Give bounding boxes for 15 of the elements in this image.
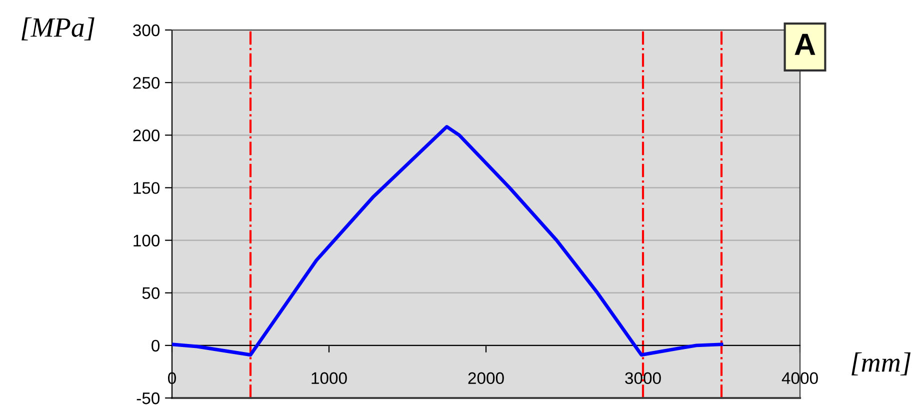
y-tick-label: 50 [142, 287, 160, 300]
line-series [172, 124, 724, 357]
x-tick-label: 1000 [312, 372, 347, 384]
y-tick-label: 250 [133, 76, 160, 89]
y-tick-label: 150 [134, 182, 160, 194]
y-tick-label: 100 [134, 234, 160, 246]
annotation: A [794, 34, 816, 55]
x-axis-title: [mm] [852, 352, 910, 376]
y-tick-label: 200 [133, 130, 160, 142]
y-tick-label: 300 [133, 24, 160, 36]
y-axis-title: [MPa] [22, 17, 94, 40]
y-tick-label: -50 [136, 392, 160, 404]
x-tick-label: 2000 [468, 372, 504, 384]
y-tick-label: 0 [152, 340, 160, 352]
x-tick-label: 3000 [625, 372, 661, 384]
